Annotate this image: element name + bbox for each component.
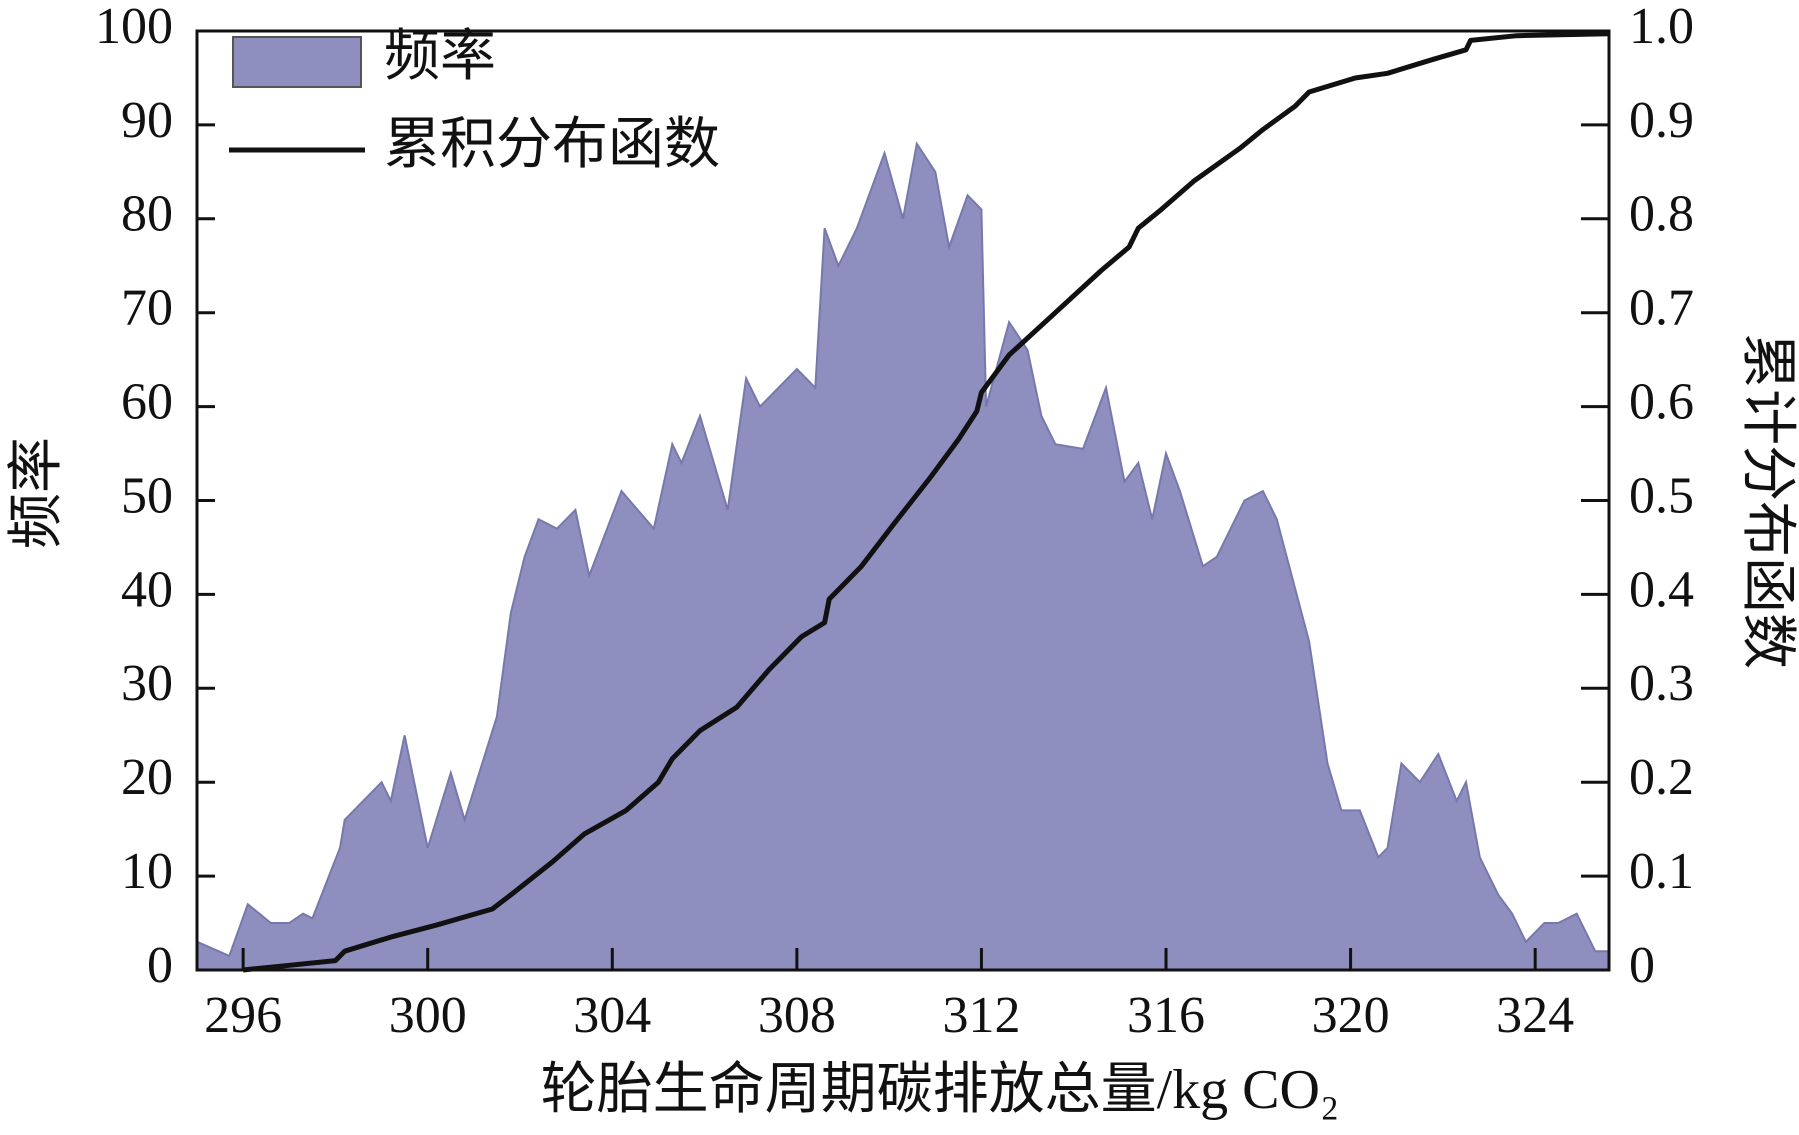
x-tick-label: 324	[1496, 987, 1574, 1044]
x-axis-label: 轮胎生命周期碳排放总量/kg CO₂	[541, 1059, 1340, 1121]
y-tick-label: 0	[147, 937, 173, 994]
legend-swatch	[232, 36, 362, 88]
y2-tick-label: 0.6	[1629, 374, 1694, 431]
y-tick-label: 80	[121, 186, 173, 243]
y-axis-label: 频率	[6, 437, 68, 549]
x-tick-label: 316	[1127, 987, 1205, 1044]
y-tick-label: 30	[121, 655, 173, 712]
y-tick-label: 20	[121, 749, 173, 806]
y2-tick-label: 1.0	[1629, 0, 1694, 55]
x-tick-label: 300	[389, 987, 467, 1044]
area	[196, 141, 1610, 971]
x-tick-label: 308	[758, 987, 836, 1044]
y2-tick-label: 0.4	[1629, 561, 1694, 618]
y2-tick-label: 0.8	[1629, 186, 1694, 243]
line	[242, 31, 1610, 973]
y2-tick-label: 0.1	[1629, 843, 1694, 900]
y-tick-label: 50	[121, 467, 173, 524]
y-tick-label: 100	[95, 0, 173, 55]
y2-tick-label: 0	[1629, 937, 1655, 994]
y2-tick-label: 0.7	[1629, 280, 1694, 337]
x-tick-label: 304	[573, 987, 651, 1044]
y2-tick-label: 0.9	[1629, 92, 1694, 149]
y2-axis-label: 累计分布函数	[1736, 333, 1798, 669]
legend-label: 累积分布函数	[384, 114, 720, 176]
y-tick-label: 90	[121, 92, 173, 149]
legend-label: 频率	[384, 26, 496, 88]
x-tick-label: 312	[942, 987, 1020, 1044]
y-tick-label: 40	[121, 561, 173, 618]
y-tick-label: 10	[121, 843, 173, 900]
y-tick-label: 70	[121, 280, 173, 337]
y2-tick-label: 0.2	[1629, 749, 1694, 806]
x-tick-label: 320	[1312, 987, 1390, 1044]
y-tick-label: 60	[121, 374, 173, 431]
y2-tick-label: 0.3	[1629, 655, 1694, 712]
x-tick-label: 296	[204, 987, 282, 1044]
y2-tick-label: 0.5	[1629, 467, 1694, 524]
